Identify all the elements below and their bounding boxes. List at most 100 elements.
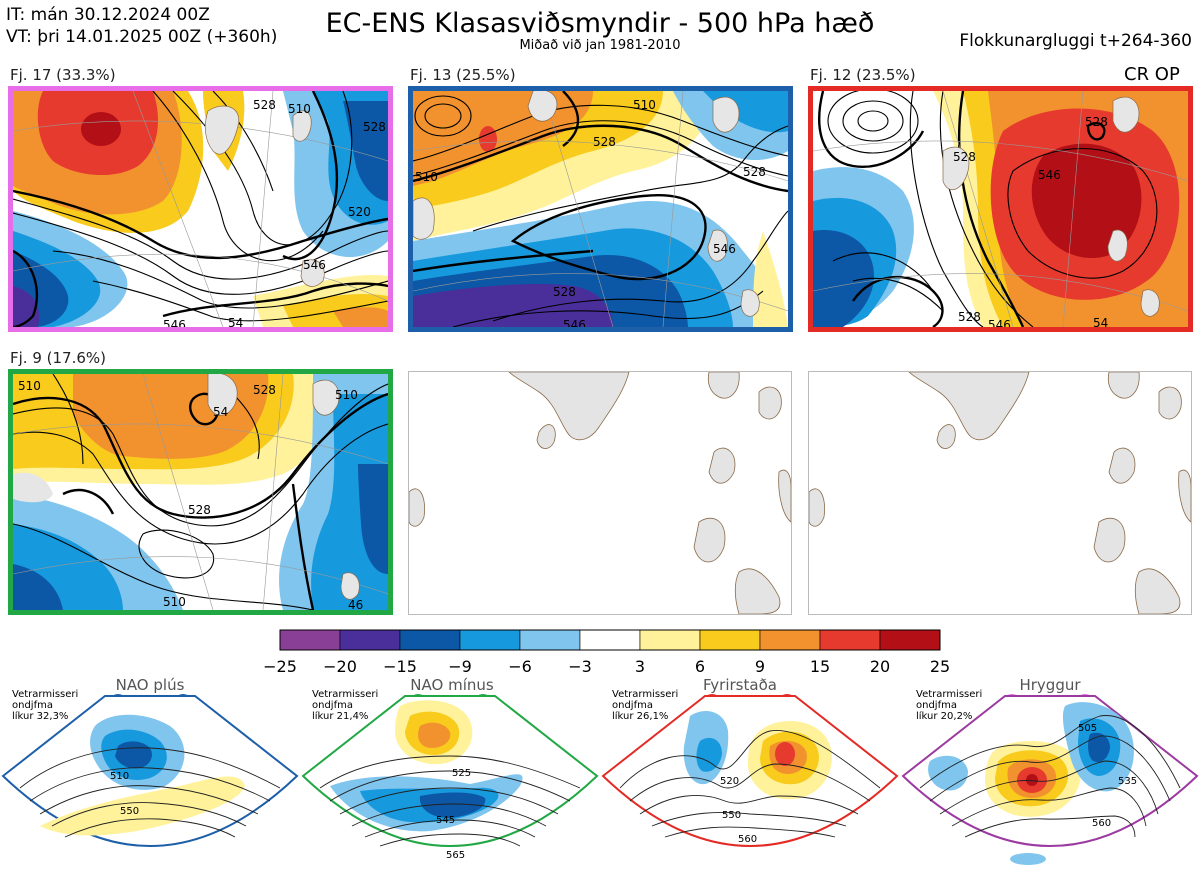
colorbar-tick-label: −9: [448, 657, 472, 676]
colorbar-tick-label: −15: [383, 657, 417, 676]
contour-label: 54: [228, 316, 243, 327]
colorbar-tick-label: 25: [930, 657, 950, 676]
colorbar-swatch: [759, 629, 821, 651]
regime-note-line: líkur 20,2%: [916, 710, 972, 722]
init-time: IT: mán 30.12.2024 00Z: [6, 5, 210, 25]
cluster-4-map: 510 54 528 528 510 510 46: [8, 369, 393, 615]
regime-contour-label: 535: [1118, 776, 1137, 787]
regime-contour-label: 520: [720, 776, 739, 787]
colorbar-tick-label: 6: [695, 657, 705, 676]
regime-note-line: Vetrarmisseri: [12, 689, 78, 700]
contour-label: 546: [163, 318, 186, 327]
classification-window: Flokkunargluggi t+264-360: [959, 31, 1192, 51]
contour-label: 520: [348, 205, 371, 219]
colorbar-tick-label: −25: [263, 657, 297, 676]
anomaly-colorbar: −25 −20 −15 −9 −6 −3 3 6 9 15 20 25: [263, 629, 950, 676]
regime-contour-label: 510: [110, 771, 129, 782]
regime-note-line: ondjfma: [916, 700, 957, 711]
contour-label: 510: [288, 102, 311, 116]
colorbar-swatch: [819, 629, 881, 651]
colorbar-tick-label: −6: [508, 657, 532, 676]
contour-label: 510: [163, 595, 186, 609]
colorbar-swatch: [879, 629, 941, 651]
colorbar-tick-label: 20: [870, 657, 890, 676]
cluster-1-map: 528 510 528 520 546 546 54: [8, 86, 393, 332]
regime-title: Hryggur: [1019, 676, 1081, 694]
contour-label: 510: [335, 388, 358, 402]
colorbar-tick-label: 15: [810, 657, 830, 676]
regime-note-line: ondjfma: [12, 700, 53, 711]
regime-note-line: Vetrarmisseri: [612, 689, 678, 700]
colorbar-tick-label: 3: [635, 657, 645, 676]
contour-label: 528: [188, 503, 211, 517]
colorbar-swatch: [459, 629, 521, 651]
regime-contour-label: 565: [446, 850, 465, 861]
contour-label: 546: [1038, 168, 1061, 182]
contour-label: 528: [953, 150, 976, 164]
regime-note-line: Vetrarmisseri: [312, 689, 378, 700]
map-title: EC-ENS Klasasviðsmyndir - 500 hPa hæð: [325, 8, 875, 39]
regime-title: Fyrirstaða: [703, 676, 777, 694]
regime-blocking: Vetrarmisseri ondjfma líkur 26,1% Fyrirs…: [601, 676, 899, 847]
cluster-4-label: Fj. 9 (17.6%): [10, 349, 106, 367]
regime-title: NAO mínus: [410, 676, 494, 694]
contour-label: 528: [253, 383, 276, 397]
contour-label: 54: [1093, 316, 1108, 327]
colorbar-swatch: [279, 629, 341, 651]
colorbar-swatch: [399, 629, 461, 651]
regime-contour-label: 545: [436, 815, 455, 826]
contour-label: 46: [348, 598, 363, 610]
regime-row: Vetrarmisseri ondjfma líkur 32,3% NAO pl…: [0, 676, 1200, 871]
colorbar-tick-label: −3: [568, 657, 592, 676]
cluster-3-label: Fj. 12 (23.5%): [810, 66, 916, 84]
regime-note-line: líkur 26,1%: [612, 710, 668, 722]
regime-note-line: ondjfma: [312, 700, 353, 711]
regime-nao-minus: Vetrarmisseri ondjfma líkur 21,4% NAO mí…: [301, 676, 599, 861]
contour-label: 510: [415, 170, 438, 184]
contour-label: 546: [713, 242, 736, 256]
map-subtitle: Miðað við jan 1981-2010: [519, 38, 681, 53]
contour-label: 546: [563, 318, 586, 327]
contour-label: 528: [553, 285, 576, 299]
contour-label: 510: [633, 98, 656, 112]
cluster-2-map: 510 528 510 528 546 528 546: [408, 86, 793, 332]
regime-ridge: Vetrarmisseri ondjfma líkur 20,2% Hryggu…: [901, 676, 1199, 865]
cluster-1-label: Fj. 17 (33.3%): [10, 66, 116, 84]
regime-note-line: ondjfma: [612, 700, 653, 711]
empty-map-6: [808, 371, 1192, 615]
regime-title: NAO plús: [116, 676, 185, 694]
colorbar-swatch: [339, 629, 401, 651]
colorbar-swatch: [639, 629, 701, 651]
empty-map-5: [408, 371, 792, 615]
regime-contour-label: 550: [120, 806, 139, 817]
regime-contour-label: 560: [738, 834, 757, 845]
regime-note-line: líkur 32,3%: [12, 710, 68, 722]
regime-note-line: Vetrarmisseri: [916, 689, 982, 700]
cr-op-label: CR OP: [1124, 64, 1180, 85]
contour-label: 528: [593, 135, 616, 149]
contour-label: 528: [958, 310, 981, 324]
regime-contour-label: 525: [452, 768, 471, 779]
regime-contour-label: 560: [1092, 818, 1111, 829]
contour-label: 528: [1085, 115, 1108, 129]
header-times: IT: mán 30.12.2024 00Z VT: þri 14.01.202…: [6, 4, 277, 48]
contour-label: 54: [213, 405, 228, 419]
regime-note-line: líkur 21,4%: [312, 710, 368, 722]
contour-label: 546: [303, 258, 326, 272]
cluster-2-label: Fj. 13 (25.5%): [410, 66, 516, 84]
contour-label: 528: [743, 165, 766, 179]
colorbar-swatch: [519, 629, 581, 651]
valid-time: VT: þri 14.01.2025 00Z (+360h): [6, 27, 278, 47]
contour-label: 546: [988, 318, 1011, 327]
colorbar-swatch: [699, 629, 761, 651]
contour-label: 510: [18, 379, 41, 393]
colorbar-tick-label: 9: [755, 657, 765, 676]
contour-label: 528: [253, 98, 276, 112]
regime-contour-label: 550: [722, 810, 741, 821]
colorbar-swatch: [579, 629, 641, 651]
regime-nao-plus: Vetrarmisseri ondjfma líkur 32,3% NAO pl…: [1, 676, 299, 847]
contour-label: 528: [363, 120, 386, 134]
colorbar-tick-label: −20: [323, 657, 357, 676]
regime-contour-label: 505: [1078, 723, 1097, 734]
cluster-3-map: 528 528 546 528 546 54: [808, 86, 1193, 332]
